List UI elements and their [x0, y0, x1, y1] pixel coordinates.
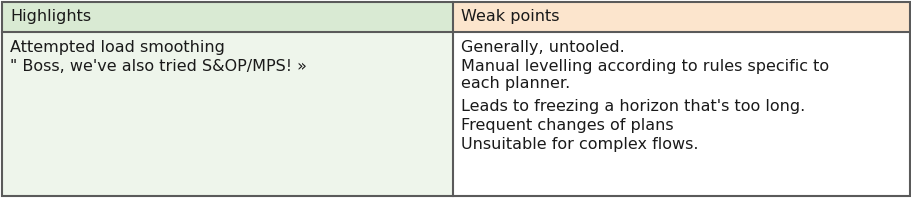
Text: Generally, untooled.: Generally, untooled.: [460, 40, 624, 55]
Text: Unsuitable for complex flows.: Unsuitable for complex flows.: [460, 137, 698, 152]
Bar: [2, 32, 453, 196]
Bar: [453, 2, 909, 32]
Bar: [453, 32, 909, 196]
Text: Manual levelling according to rules specific to
each planner.: Manual levelling according to rules spec…: [460, 59, 828, 91]
Text: Leads to freezing a horizon that's too long.: Leads to freezing a horizon that's too l…: [460, 99, 804, 114]
Text: Highlights: Highlights: [10, 10, 91, 25]
Text: Frequent changes of plans: Frequent changes of plans: [460, 118, 673, 133]
Bar: [2, 2, 453, 32]
Text: " Boss, we've also tried S&OP/MPS! »: " Boss, we've also tried S&OP/MPS! »: [10, 59, 306, 74]
Text: Attempted load smoothing: Attempted load smoothing: [10, 40, 225, 55]
Text: Weak points: Weak points: [460, 10, 558, 25]
